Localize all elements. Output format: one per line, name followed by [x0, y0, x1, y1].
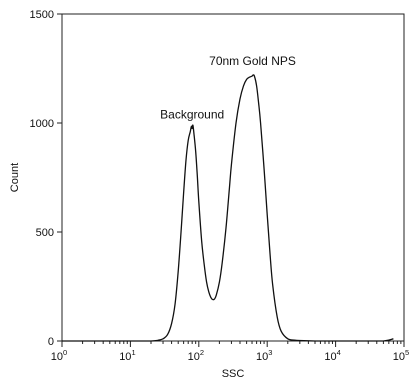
x-tick-label: 100	[51, 348, 67, 363]
x-axis-title: SSC	[222, 368, 245, 380]
x-tick-label: 101	[119, 348, 135, 363]
y-tick-label: 1000	[30, 118, 54, 130]
y-axis: 0 500 1000 1500	[30, 9, 62, 348]
ssc-histogram-line	[61, 74, 394, 342]
annotation-label: 70nm Gold NPS	[209, 54, 296, 68]
x-tick-label: 104	[324, 348, 340, 363]
annotation-label: Background	[160, 108, 224, 122]
annotations: Background 70nm Gold NPS	[160, 54, 296, 121]
x-tick-label: 103	[256, 348, 272, 363]
x-tick-label: 105	[393, 348, 409, 363]
y-tick-label: 500	[36, 227, 54, 239]
y-axis-title: Count	[9, 163, 21, 192]
plot-frame	[61, 13, 405, 342]
y-tick-label: 1500	[30, 9, 54, 21]
x-tick-label: 102	[188, 348, 204, 363]
y-tick-label: 0	[48, 336, 54, 348]
x-axis: 100 101 102 103 104 105	[51, 341, 409, 363]
